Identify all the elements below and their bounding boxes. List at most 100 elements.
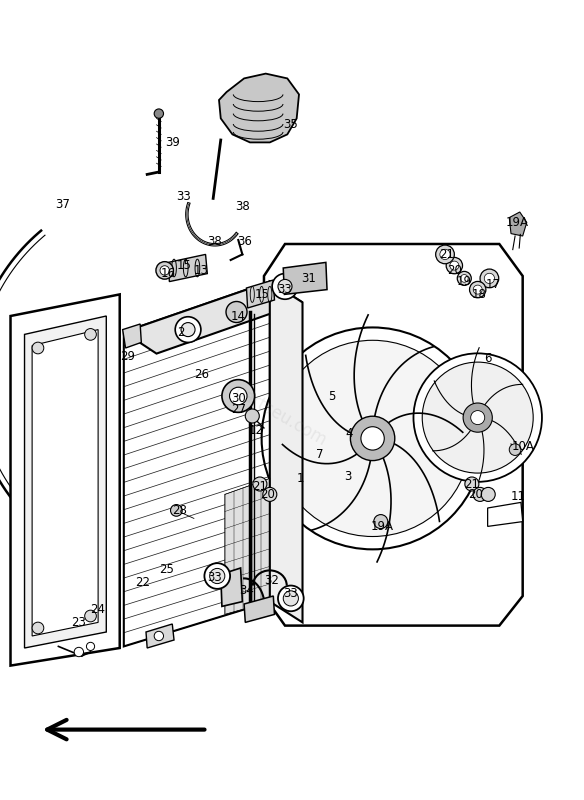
Circle shape [350,416,395,461]
Circle shape [85,610,96,622]
Circle shape [413,354,542,482]
Circle shape [274,340,471,537]
Polygon shape [225,478,270,614]
Circle shape [154,631,164,641]
Text: 20: 20 [260,488,275,501]
Text: 22: 22 [135,576,151,589]
Circle shape [175,317,201,342]
Text: 19: 19 [457,275,472,288]
Polygon shape [146,624,174,648]
Circle shape [473,285,482,294]
Polygon shape [221,568,242,606]
Circle shape [210,569,225,583]
Polygon shape [488,502,523,526]
Circle shape [422,362,533,473]
Text: 13: 13 [194,264,209,277]
Text: partseu.com: partseu.com [231,382,330,450]
Text: 1: 1 [297,472,304,485]
Circle shape [160,266,169,275]
Text: 20: 20 [468,488,484,501]
Circle shape [32,622,44,634]
Text: 19A: 19A [505,216,529,229]
Text: 16: 16 [161,267,176,280]
Text: 35: 35 [283,118,298,130]
Circle shape [171,505,182,516]
Polygon shape [123,324,141,348]
Text: 32: 32 [264,574,279,586]
Text: 36: 36 [237,235,252,248]
Circle shape [86,642,95,650]
Text: 4: 4 [346,427,353,440]
Text: 37: 37 [55,198,71,210]
Text: 23: 23 [71,616,86,629]
Circle shape [457,271,471,286]
Circle shape [374,514,388,529]
Circle shape [262,327,484,550]
Text: 33: 33 [283,587,298,600]
Polygon shape [244,596,274,622]
Circle shape [181,322,195,337]
Text: 15: 15 [176,259,192,272]
Text: 25: 25 [159,563,174,576]
Circle shape [463,403,492,432]
Text: 5: 5 [328,390,335,402]
Circle shape [473,487,487,502]
Text: 34: 34 [239,584,254,597]
Polygon shape [124,282,303,354]
Circle shape [278,279,292,294]
Text: 21: 21 [439,248,454,261]
Text: 24: 24 [91,603,106,616]
Text: 39: 39 [165,136,180,149]
Circle shape [222,380,255,412]
Text: 30: 30 [231,392,246,405]
Circle shape [272,274,298,299]
Text: 19A: 19A [371,520,394,533]
Polygon shape [124,282,270,646]
Text: 7: 7 [317,448,324,461]
Circle shape [460,274,468,282]
Polygon shape [25,316,106,648]
Circle shape [450,261,459,270]
Text: 27: 27 [231,403,246,416]
Text: 15: 15 [254,288,269,301]
Circle shape [154,109,164,118]
Text: 33: 33 [277,283,293,296]
Circle shape [465,477,479,491]
Polygon shape [264,244,523,626]
Circle shape [74,647,84,657]
Text: 29: 29 [120,350,135,362]
Circle shape [226,302,247,322]
Circle shape [156,262,173,279]
Circle shape [263,487,277,502]
Text: 33: 33 [176,190,192,202]
Circle shape [253,477,267,491]
Text: 18: 18 [471,288,486,301]
Polygon shape [32,330,98,636]
Circle shape [470,282,486,298]
Text: 12: 12 [248,424,263,437]
Circle shape [440,250,450,259]
Text: 31: 31 [301,272,316,285]
Circle shape [283,591,298,606]
Polygon shape [168,254,207,282]
Text: 38: 38 [235,200,250,213]
Circle shape [446,258,463,274]
Text: 33: 33 [207,571,223,584]
Circle shape [278,586,304,611]
Text: 10A: 10A [511,440,534,453]
Polygon shape [219,74,299,142]
Text: 14: 14 [231,310,246,322]
Text: 2: 2 [178,326,185,338]
Polygon shape [246,280,274,308]
Circle shape [480,269,499,288]
Circle shape [471,410,485,425]
Circle shape [509,444,521,455]
Circle shape [85,329,96,340]
Text: 20: 20 [447,264,462,277]
Polygon shape [283,262,327,294]
Text: 21: 21 [464,478,479,490]
Polygon shape [509,212,527,236]
Circle shape [481,487,495,502]
Text: 26: 26 [194,368,209,381]
Polygon shape [270,282,303,622]
